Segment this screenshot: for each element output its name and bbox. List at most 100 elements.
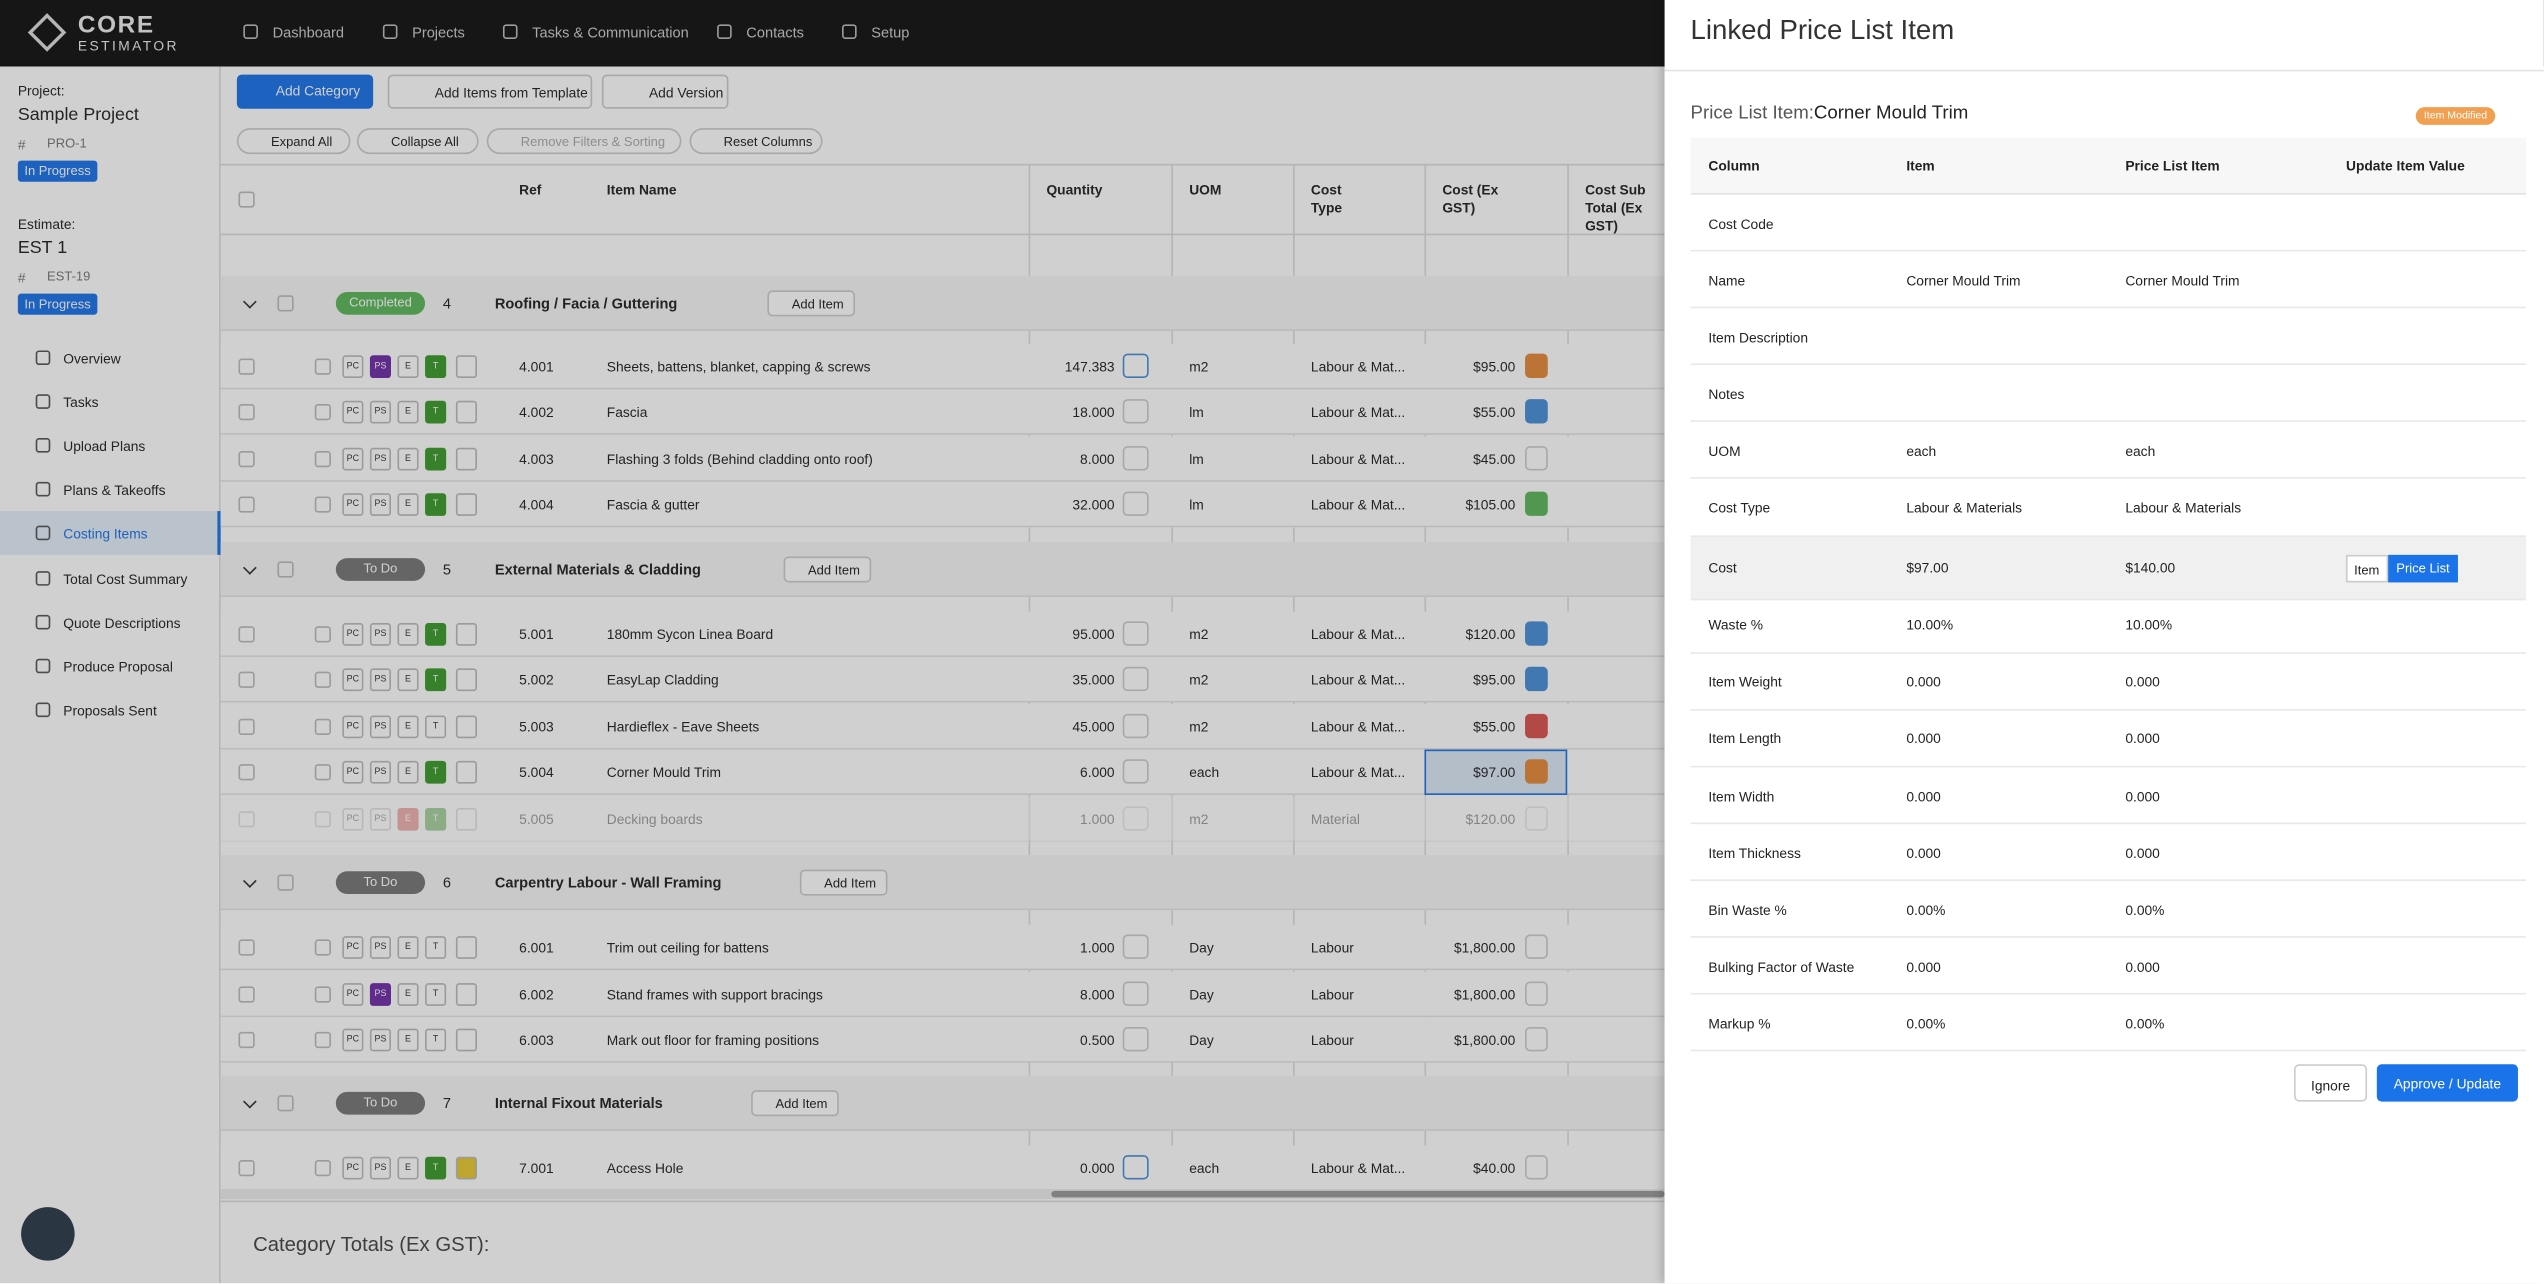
toolbar-button[interactable]: Add Category <box>236 74 374 109</box>
row-tag[interactable]: PC <box>342 493 364 516</box>
link-icon[interactable] <box>1122 759 1149 784</box>
nav-link[interactable]: Contacts <box>746 24 804 41</box>
link-icon[interactable] <box>1122 399 1149 424</box>
row-tag[interactable]: PC <box>342 1156 364 1180</box>
link-icon[interactable] <box>1122 806 1149 831</box>
link-icon[interactable] <box>1122 713 1149 739</box>
menu-item[interactable]: Produce Proposal <box>63 658 173 675</box>
row-tag[interactable]: T <box>425 1028 447 1052</box>
row-tag[interactable]: T <box>425 623 447 646</box>
cost-tag[interactable] <box>1525 491 1548 516</box>
row-tag[interactable]: PS <box>369 355 391 379</box>
row-tag[interactable]: PS <box>369 936 391 959</box>
link-icon[interactable] <box>1122 491 1149 516</box>
row-tag[interactable]: T <box>425 936 447 959</box>
row-tag[interactable]: E <box>397 355 419 379</box>
menu-item[interactable]: Costing Items <box>63 526 148 543</box>
row-tag[interactable]: T <box>425 983 447 1006</box>
cost-tag[interactable] <box>1525 934 1548 959</box>
cost-tag[interactable] <box>1525 446 1548 471</box>
cost-tag[interactable] <box>1525 759 1548 784</box>
link-icon[interactable] <box>1122 981 1149 1006</box>
menu-item[interactable]: Total Cost Summary <box>63 570 188 587</box>
add-item-button[interactable]: Add Item <box>767 290 856 317</box>
link-icon[interactable] <box>1122 666 1149 692</box>
link-icon[interactable] <box>1122 1026 1149 1052</box>
link-icon[interactable] <box>1122 353 1149 379</box>
row-tag[interactable]: E <box>397 400 419 424</box>
filter-button[interactable]: Reset Columns <box>689 128 823 155</box>
row-tag[interactable]: PC <box>342 715 364 739</box>
row-tag[interactable]: PC <box>342 447 364 471</box>
row-tag[interactable]: T <box>425 493 447 516</box>
row-tag[interactable]: T <box>425 447 447 471</box>
row-tag[interactable]: PS <box>369 1156 391 1180</box>
add-item-button[interactable]: Add Item <box>783 556 872 583</box>
cost-tag[interactable] <box>1525 806 1548 831</box>
row-tag[interactable]: PS <box>369 983 391 1006</box>
row-tag[interactable]: E <box>397 1156 419 1180</box>
cost-tag[interactable] <box>1525 666 1548 692</box>
nav-link[interactable]: Tasks & Communication <box>532 24 689 41</box>
row-tag[interactable]: PC <box>342 983 364 1006</box>
toolbar-button[interactable]: Add Version <box>601 74 729 109</box>
menu-item[interactable]: Tasks <box>63 394 99 411</box>
cost-tag[interactable] <box>1525 981 1548 1006</box>
row-tag[interactable]: E <box>397 936 419 959</box>
link-icon[interactable] <box>1122 1155 1149 1180</box>
nav-link[interactable]: Dashboard <box>272 24 344 41</box>
row-tag[interactable]: E <box>397 493 419 516</box>
row-tag[interactable]: T <box>425 715 447 739</box>
row-tag[interactable]: E <box>397 715 419 739</box>
row-tag[interactable]: PC <box>342 668 364 692</box>
add-item-button[interactable]: Add Item <box>751 1090 839 1117</box>
row-tag[interactable]: PC <box>342 1028 364 1052</box>
menu-item[interactable]: Upload Plans <box>63 438 146 455</box>
filter-button[interactable]: Remove Filters & Sorting <box>486 128 682 155</box>
row-tag[interactable]: PS <box>369 400 391 424</box>
nav-link[interactable]: Setup <box>871 24 910 41</box>
row-tag[interactable]: T <box>425 400 447 424</box>
cost-tag[interactable] <box>1525 1026 1548 1052</box>
row-tag[interactable]: E <box>397 983 419 1006</box>
link-icon[interactable] <box>1122 621 1149 646</box>
row-tag[interactable]: PS <box>369 807 391 831</box>
cost-tag[interactable] <box>1525 399 1548 424</box>
row-tag[interactable]: PS <box>369 623 391 646</box>
row-tag[interactable]: E <box>397 447 419 471</box>
link-icon[interactable] <box>1122 934 1149 959</box>
row-tag[interactable]: E <box>397 807 419 831</box>
menu-item[interactable]: Plans & Takeoffs <box>63 482 166 499</box>
link-icon[interactable] <box>1122 446 1149 471</box>
row-tag[interactable]: E <box>397 1028 419 1052</box>
menu-item[interactable]: Proposals Sent <box>63 702 157 719</box>
menu-item[interactable]: Overview <box>63 350 121 367</box>
toggle-item[interactable]: Item <box>2345 554 2388 582</box>
toggle-price-list[interactable]: Price List <box>2388 554 2458 582</box>
row-tag[interactable]: PS <box>369 1028 391 1052</box>
cost-tag[interactable] <box>1525 353 1548 379</box>
row-tag[interactable]: E <box>397 760 419 784</box>
row-tag[interactable]: PC <box>342 807 364 831</box>
add-item-button[interactable]: Add Item <box>799 869 888 896</box>
row-tag[interactable]: PS <box>369 760 391 784</box>
row-tag[interactable]: T <box>425 355 447 379</box>
row-tag[interactable]: PC <box>342 760 364 784</box>
menu-item[interactable]: Quote Descriptions <box>63 614 181 631</box>
row-tag[interactable]: E <box>397 668 419 692</box>
cost-tag[interactable] <box>1525 621 1548 646</box>
row-tag[interactable]: T <box>425 760 447 784</box>
cost-tag[interactable] <box>1525 713 1548 739</box>
row-tag[interactable]: T <box>425 807 447 831</box>
row-tag[interactable]: PS <box>369 668 391 692</box>
approve-button[interactable]: Approve / Update <box>2376 1064 2518 1102</box>
toolbar-button[interactable]: Add Items from Template <box>387 74 593 109</box>
ignore-button[interactable]: Ignore <box>2294 1064 2368 1102</box>
filter-button[interactable]: Expand All <box>236 128 351 155</box>
row-tag[interactable]: PC <box>342 355 364 379</box>
row-tag[interactable]: T <box>425 668 447 692</box>
row-tag[interactable]: PS <box>369 447 391 471</box>
filter-button[interactable]: Collapse All <box>356 128 479 155</box>
cost-tag[interactable] <box>1525 1155 1548 1180</box>
row-tag[interactable]: PS <box>369 715 391 739</box>
